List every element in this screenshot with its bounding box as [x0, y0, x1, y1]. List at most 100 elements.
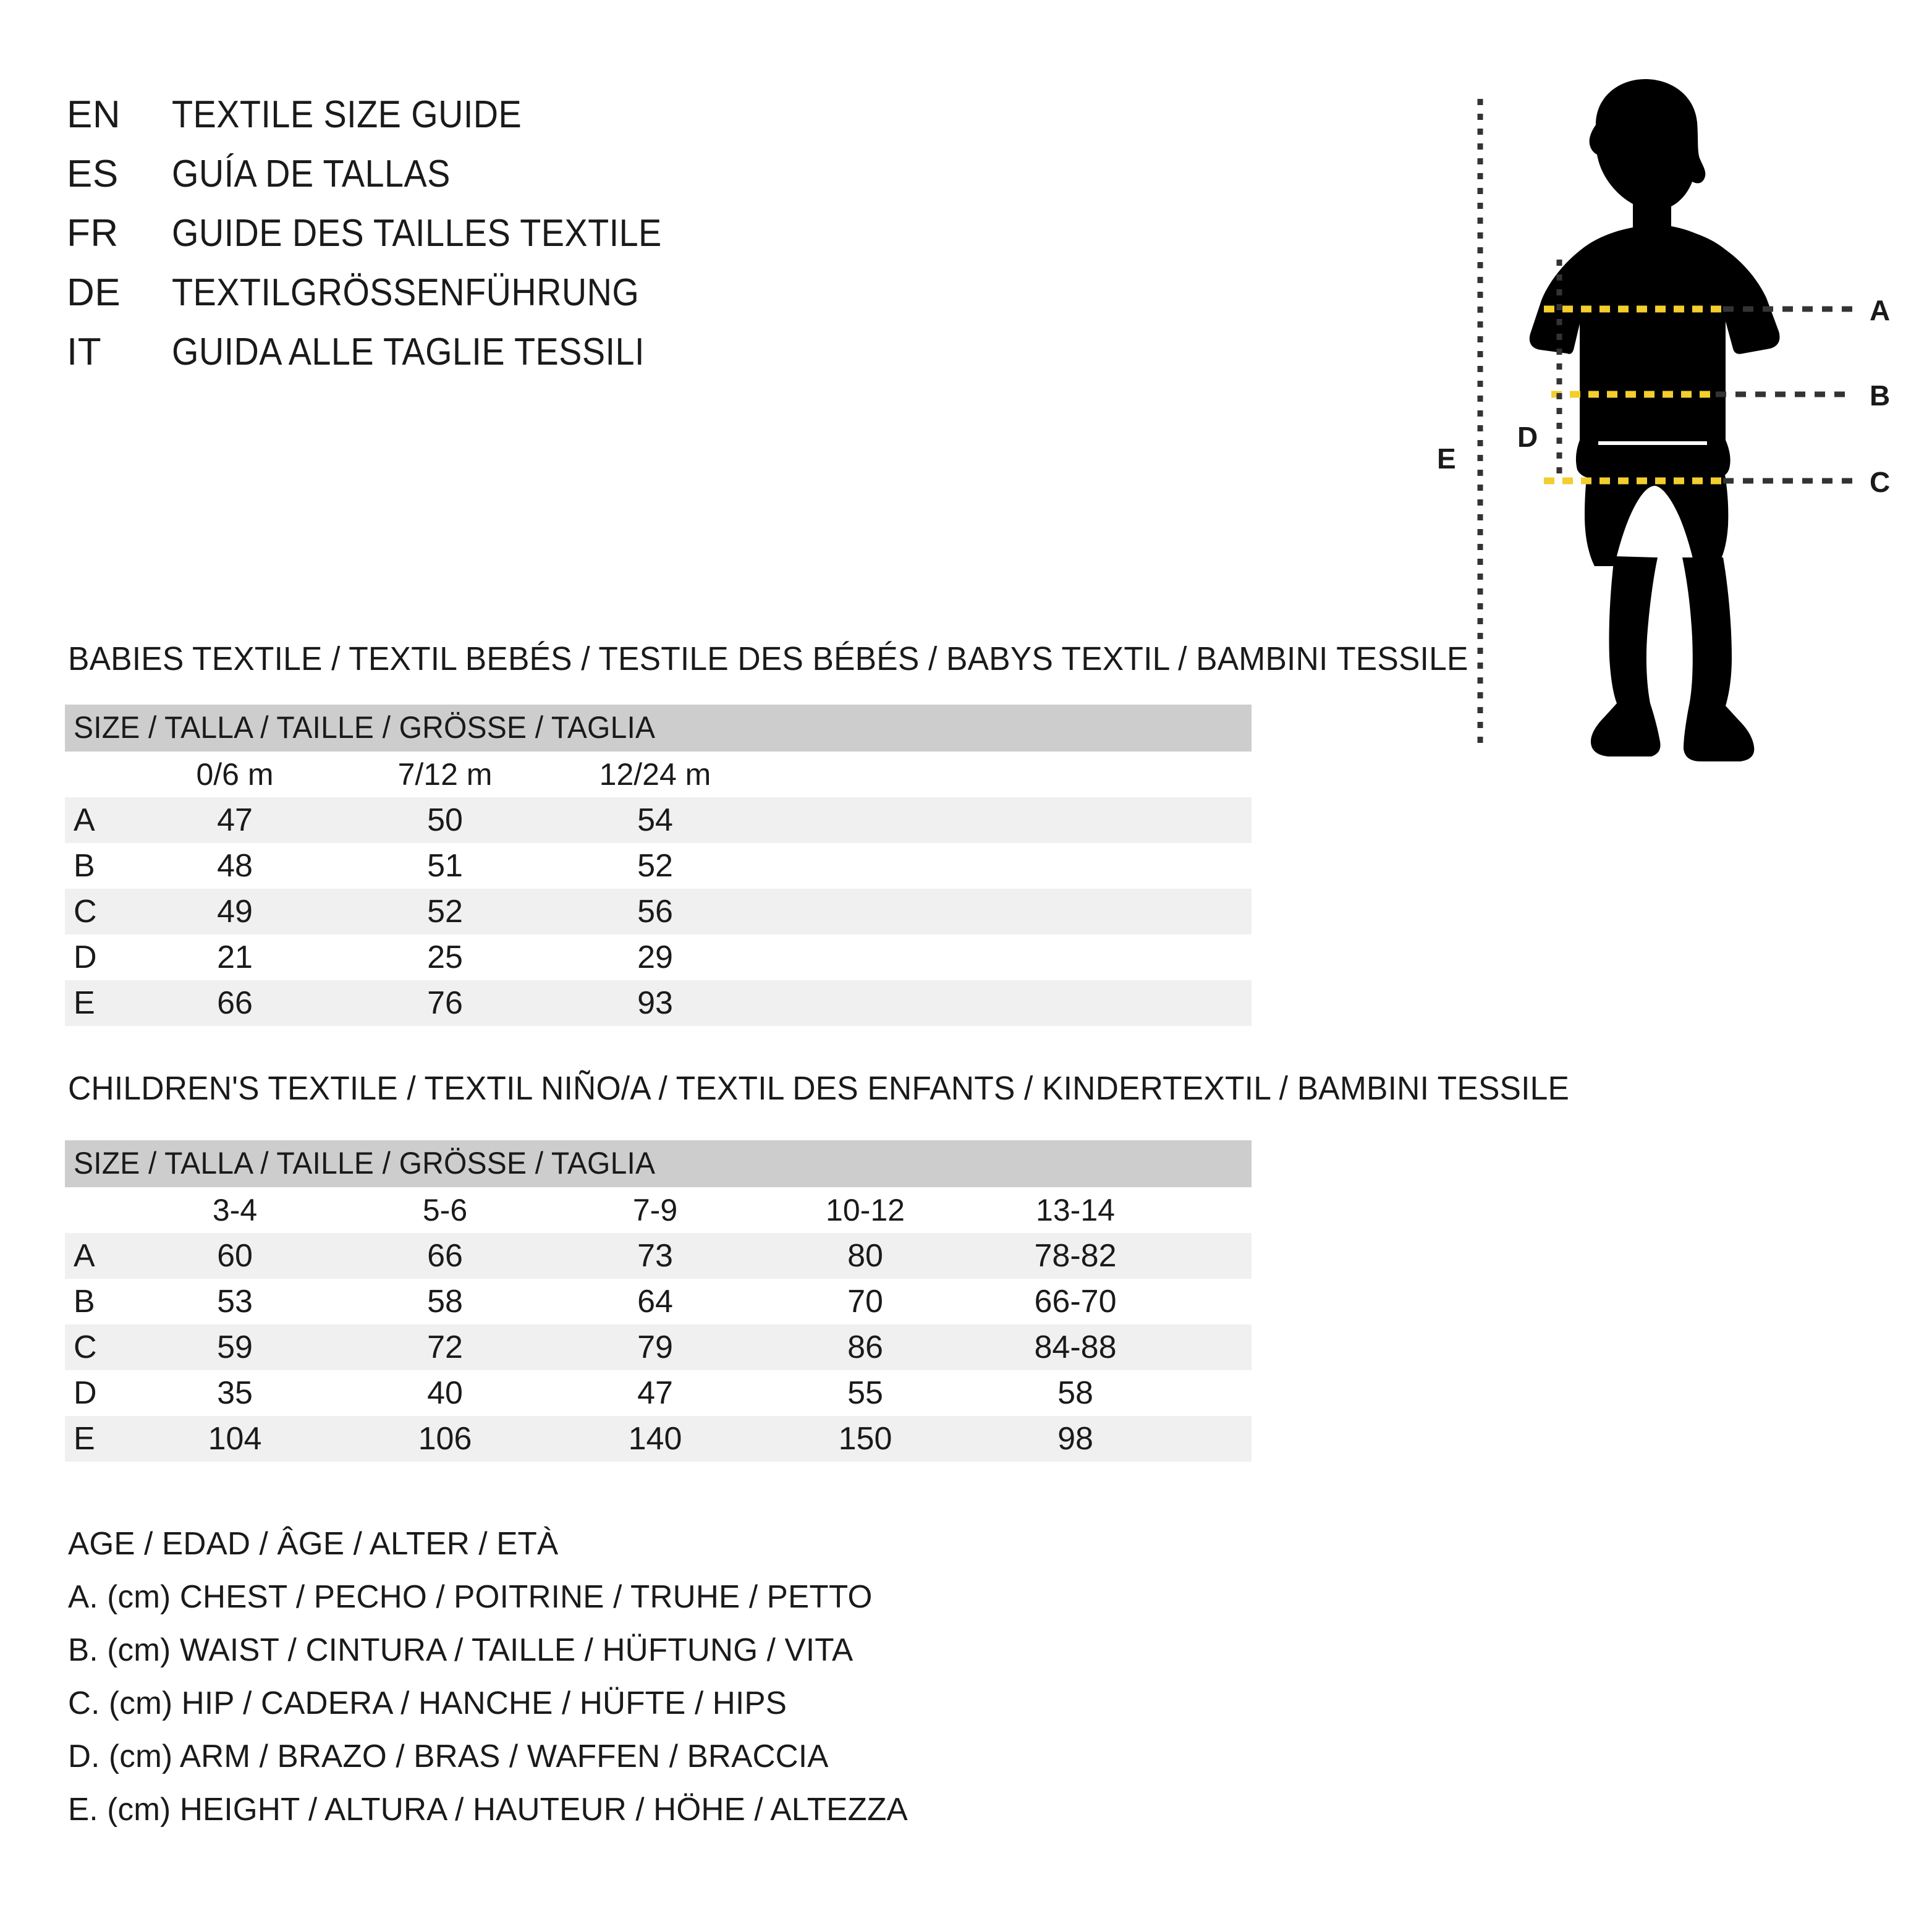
- children-cell-c-spacer: [1180, 1324, 1252, 1370]
- children-cell-d-spacer: [1180, 1370, 1252, 1416]
- language-code-it: IT: [67, 331, 102, 373]
- children-cell-c-3: 86: [760, 1324, 970, 1370]
- figure-label-e: E: [1437, 443, 1456, 475]
- babies-cell-c-1: 52: [340, 889, 550, 934]
- legend-line-c-hip: C. (cm) HIP / CADERA / HANCHE / HÜFTE / …: [68, 1685, 787, 1721]
- babies-col-header-spacer: [760, 752, 1252, 797]
- language-header-block: EN TEXTILE SIZE GUIDE ES GUÍA DE TALLAS …: [67, 93, 716, 389]
- children-cell-c-2: 79: [550, 1324, 760, 1370]
- babies-col-header-0: 0/6 m: [130, 752, 340, 797]
- babies-corner-cell: [65, 752, 130, 797]
- language-row-it: IT GUIDA ALLE TAGLIE TESSILI: [67, 330, 716, 389]
- children-cell-e-spacer: [1180, 1416, 1252, 1462]
- children-cell-e-1: 106: [340, 1416, 550, 1462]
- children-col-header-0: 3-4: [130, 1187, 340, 1233]
- babies-cell-a-0: 47: [130, 797, 340, 843]
- babies-band-label: SIZE / TALLA / TAILLE / GRÖSSE / TAGLIA: [65, 705, 1252, 752]
- children-cell-d-1: 40: [427, 1375, 463, 1411]
- children-cell-d-4: 58: [1057, 1375, 1093, 1411]
- children-cell-d-2: 47: [637, 1375, 673, 1411]
- table-row: D 21 25 29: [65, 934, 1252, 980]
- language-row-de: DE TEXTILGRÖSSENFÜHRUNG: [67, 271, 716, 330]
- figure-label-b: B: [1870, 379, 1891, 412]
- children-cell-a-1: 66: [340, 1233, 550, 1279]
- children-col-header-4: 13-14: [970, 1187, 1180, 1233]
- babies-cell-a-spacer: [760, 797, 1252, 843]
- children-size-table: SIZE / TALLA / TAILLE / GRÖSSE / TAGLIA …: [65, 1140, 1252, 1462]
- babies-col-header-2: 12/24 m: [550, 752, 760, 797]
- language-row-fr: FR GUIDE DES TAILLES TEXTILE: [67, 211, 716, 271]
- child-silhouette-diagram: [1477, 79, 1854, 761]
- babies-row-label-a: A: [65, 797, 130, 843]
- babies-cell-b-spacer: [760, 843, 1252, 889]
- babies-cell-e-spacer: [760, 980, 1252, 1026]
- children-cell-e-4: 98: [970, 1416, 1180, 1462]
- table-row: E 104 106 140 150 98: [65, 1416, 1252, 1462]
- figure-label-c: C: [1870, 466, 1891, 498]
- babies-cell-c-2: 56: [550, 889, 760, 934]
- babies-cell-e-2: 93: [550, 980, 760, 1026]
- table-row: C 49 52 56: [65, 889, 1252, 934]
- legend-line-b-waist: B. (cm) WAIST / CINTURA / TAILLE / HÜFTU…: [68, 1632, 854, 1668]
- table-row: E 66 76 93: [65, 980, 1252, 1026]
- children-col-header-3: 10-12: [760, 1187, 970, 1233]
- table-row: A 60 66 73 80 78-82: [65, 1233, 1252, 1279]
- babies-row-label-c: C: [65, 889, 130, 934]
- language-title-it: GUIDA ALLE TAGLIE TESSILI: [172, 331, 645, 373]
- children-cell-a-4: 78-82: [970, 1233, 1180, 1279]
- children-row-label-c: C: [65, 1324, 130, 1370]
- children-corner-cell: [65, 1187, 130, 1233]
- babies-cell-c-spacer: [760, 889, 1252, 934]
- children-col-header-2: 7-9: [550, 1187, 760, 1233]
- children-cell-c-1: 72: [340, 1324, 550, 1370]
- children-col-header-spacer: [1180, 1187, 1252, 1233]
- legend-line-age: AGE / EDAD / ÂGE / ALTER / ETÀ: [68, 1526, 559, 1562]
- babies-cell-c-0: 49: [130, 889, 340, 934]
- babies-cell-d-spacer: [760, 934, 1252, 980]
- children-section-heading: CHILDREN'S TEXTILE / TEXTIL NIÑO/A / TEX…: [68, 1070, 1570, 1107]
- child-silhouette-icon: [1529, 79, 1780, 761]
- table-row: D 35 40 47 55 58: [65, 1370, 1252, 1416]
- babies-cell-e-1: 76: [340, 980, 550, 1026]
- figure-label-a: A: [1870, 294, 1891, 326]
- children-cell-b-4: 66-70: [1034, 1284, 1117, 1320]
- children-cell-a-2: 73: [550, 1233, 760, 1279]
- language-code-fr: FR: [67, 212, 119, 255]
- children-cell-b-1: 58: [427, 1284, 463, 1320]
- babies-cell-b-1: 51: [427, 848, 463, 884]
- children-cell-d-3: 55: [847, 1375, 883, 1411]
- language-row-es: ES GUÍA DE TALLAS: [67, 152, 716, 211]
- language-code-en: EN: [67, 93, 121, 136]
- babies-cell-d-1: 25: [427, 939, 463, 975]
- language-code-es: ES: [67, 153, 119, 195]
- children-cell-b-0: 53: [217, 1284, 253, 1320]
- babies-section-heading: BABIES TEXTILE / TEXTIL BEBÉS / TESTILE …: [68, 640, 1468, 677]
- babies-cell-d-2: 29: [637, 939, 673, 975]
- legend-line-a-chest: A. (cm) CHEST / PECHO / POITRINE / TRUHE…: [68, 1579, 873, 1615]
- children-cell-a-spacer: [1180, 1233, 1252, 1279]
- children-cell-b-3: 70: [847, 1284, 883, 1320]
- measurement-legend: AGE / EDAD / ÂGE / ALTER / ETÀ A. (cm) C…: [68, 1517, 921, 1836]
- children-band-row: SIZE / TALLA / TAILLE / GRÖSSE / TAGLIA: [65, 1140, 1252, 1187]
- children-cell-b-2: 64: [637, 1284, 673, 1320]
- children-row-label-a: A: [65, 1233, 130, 1279]
- language-title-es: GUÍA DE TALLAS: [172, 153, 451, 195]
- babies-row-label-d: D: [74, 939, 97, 975]
- babies-cell-b-0: 48: [217, 848, 253, 884]
- babies-size-table: SIZE / TALLA / TAILLE / GRÖSSE / TAGLIA …: [65, 705, 1252, 1026]
- table-row: B 48 51 52: [65, 843, 1252, 889]
- babies-cell-d-0: 21: [217, 939, 253, 975]
- children-col-header-1: 5-6: [340, 1187, 550, 1233]
- children-cell-e-3: 150: [760, 1416, 970, 1462]
- legend-line-d-arm: D. (cm) ARM / BRAZO / BRAS / WAFFEN / BR…: [68, 1739, 829, 1774]
- children-cell-d-0: 35: [217, 1375, 253, 1411]
- table-row: B 53 58 64 70 66-70: [65, 1279, 1252, 1324]
- language-row-en: EN TEXTILE SIZE GUIDE: [67, 93, 716, 152]
- babies-band-row: SIZE / TALLA / TAILLE / GRÖSSE / TAGLIA: [65, 705, 1252, 752]
- language-code-de: DE: [67, 271, 121, 314]
- legend-line-e-height: E. (cm) HEIGHT / ALTURA / HAUTEUR / HÖHE…: [68, 1792, 908, 1828]
- children-row-label-b: B: [74, 1284, 95, 1320]
- children-column-header-row: 3-4 5-6 7-9 10-12 13-14: [65, 1187, 1252, 1233]
- children-cell-c-4: 84-88: [970, 1324, 1180, 1370]
- language-title-en: TEXTILE SIZE GUIDE: [172, 93, 522, 136]
